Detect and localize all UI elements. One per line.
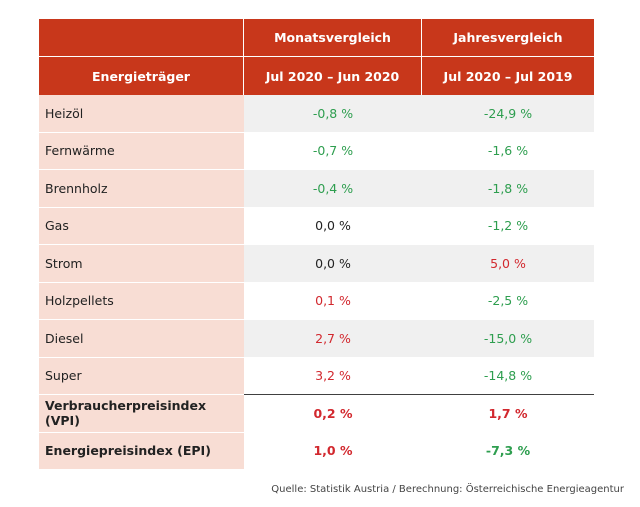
month-change: -0,7 % xyxy=(244,132,422,170)
header-year-period: Jul 2020 – Jul 2019 xyxy=(422,57,594,95)
source-note: Quelle: Statistik Austria / Berechnung: … xyxy=(271,484,624,495)
header-month-title: Monatsvergleich xyxy=(244,19,422,57)
year-change: -14,8 % xyxy=(422,357,594,395)
header-year-title: Jahresvergleich xyxy=(422,19,594,57)
month-change: 0,0 % xyxy=(244,245,422,283)
year-change: -1,8 % xyxy=(422,170,594,208)
header-row-titles: Monatsvergleich Jahresvergleich xyxy=(39,19,594,57)
summary-month-change: 0,2 % xyxy=(244,395,422,433)
summary-label: Energiepreisindex (EPI) xyxy=(39,432,244,470)
row-label: Brennholz xyxy=(39,170,244,208)
table-row: Brennholz -0,4 % -1,8 % xyxy=(39,170,594,208)
header-month-period: Jul 2020 – Jun 2020 xyxy=(244,57,422,95)
summary-row-epi: Energiepreisindex (EPI) 1,0 % -7,3 % xyxy=(39,432,594,470)
table-row: Gas 0,0 % -1,2 % xyxy=(39,207,594,245)
year-change: -24,9 % xyxy=(422,95,594,133)
row-label: Super xyxy=(39,357,244,395)
table-row: Holzpellets 0,1 % -2,5 % xyxy=(39,282,594,320)
summary-label: Verbraucherpreisindex (VPI) xyxy=(39,395,244,433)
summary-year-change: 1,7 % xyxy=(422,395,594,433)
summary-month-change: 1,0 % xyxy=(244,432,422,470)
year-change: -2,5 % xyxy=(422,282,594,320)
month-change: -0,4 % xyxy=(244,170,422,208)
year-change: -1,2 % xyxy=(422,207,594,245)
row-label: Heizöl xyxy=(39,95,244,133)
month-change: 0,0 % xyxy=(244,207,422,245)
table-row: Diesel 2,7 % -15,0 % xyxy=(39,320,594,358)
header-cell-empty xyxy=(39,19,244,57)
row-label: Fernwärme xyxy=(39,132,244,170)
header-row-subtitles: Energieträger Jul 2020 – Jun 2020 Jul 20… xyxy=(39,57,594,95)
energy-price-table: Monatsvergleich Jahresvergleich Energiet… xyxy=(39,19,594,470)
year-change: -1,6 % xyxy=(422,132,594,170)
month-change: 0,1 % xyxy=(244,282,422,320)
row-label: Gas xyxy=(39,207,244,245)
month-change: 2,7 % xyxy=(244,320,422,358)
month-change: -0,8 % xyxy=(244,95,422,133)
table-row: Strom 0,0 % 5,0 % xyxy=(39,245,594,283)
table-row: Fernwärme -0,7 % -1,6 % xyxy=(39,132,594,170)
table-row: Heizöl -0,8 % -24,9 % xyxy=(39,95,594,133)
summary-year-change: -7,3 % xyxy=(422,432,594,470)
month-change: 3,2 % xyxy=(244,357,422,395)
summary-row-vpi: Verbraucherpreisindex (VPI) 0,2 % 1,7 % xyxy=(39,395,594,433)
year-change: -15,0 % xyxy=(422,320,594,358)
year-change: 5,0 % xyxy=(422,245,594,283)
row-label: Holzpellets xyxy=(39,282,244,320)
table-row: Super 3,2 % -14,8 % xyxy=(39,357,594,395)
row-label: Diesel xyxy=(39,320,244,358)
row-label: Strom xyxy=(39,245,244,283)
header-energy-carrier: Energieträger xyxy=(39,57,244,95)
